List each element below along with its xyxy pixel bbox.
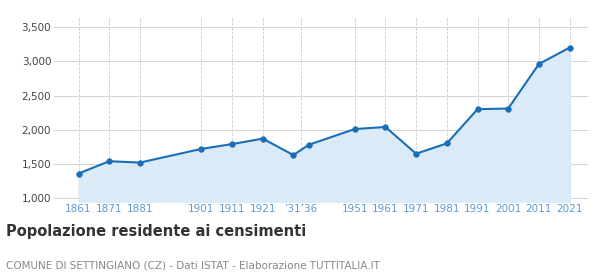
Text: COMUNE DI SETTINGIANO (CZ) - Dati ISTAT - Elaborazione TUTTITALIA.IT: COMUNE DI SETTINGIANO (CZ) - Dati ISTAT … — [6, 260, 380, 270]
Text: Popolazione residente ai censimenti: Popolazione residente ai censimenti — [6, 224, 306, 239]
